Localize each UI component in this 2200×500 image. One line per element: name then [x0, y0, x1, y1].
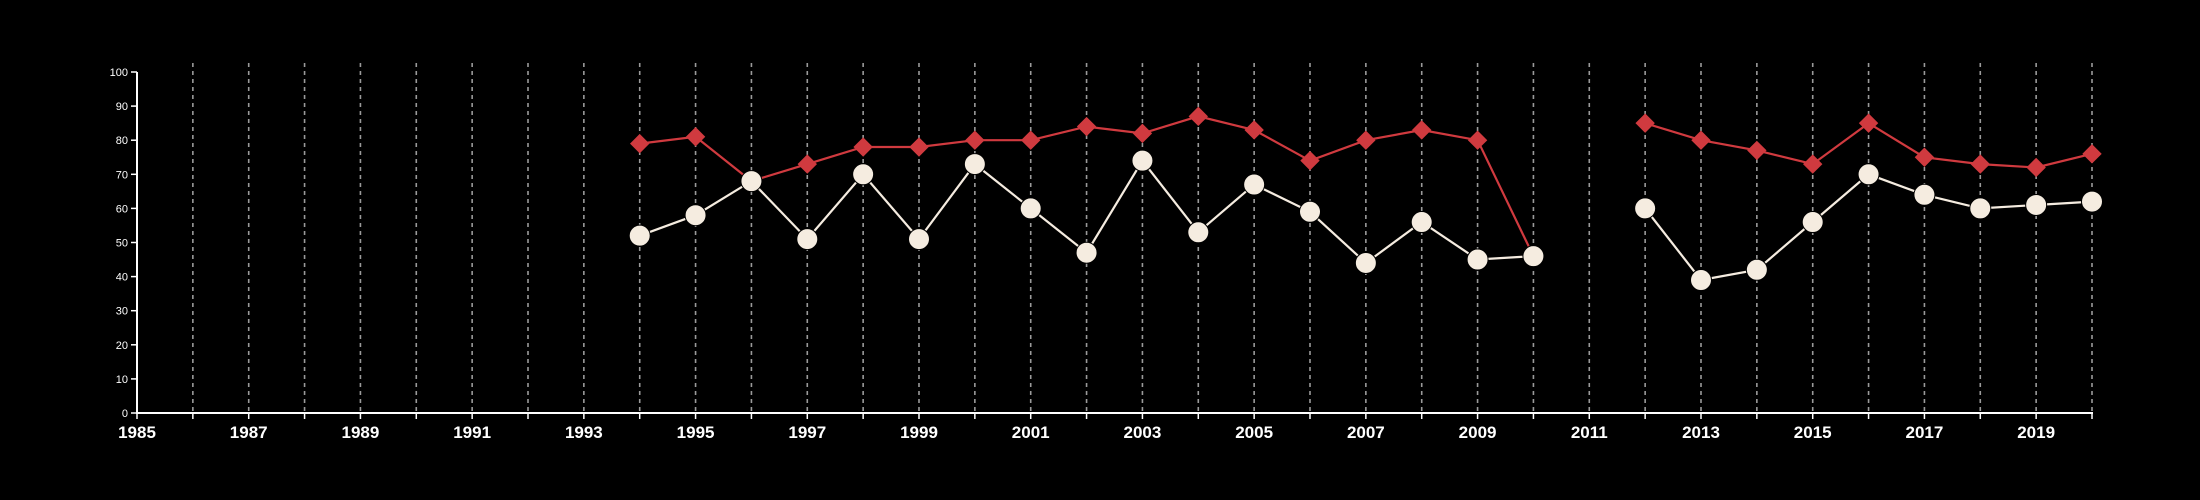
y-tick-label: 20	[116, 340, 128, 352]
data-point	[965, 130, 985, 150]
data-point	[685, 127, 706, 147]
y-tick-label: 30	[116, 306, 128, 318]
x-tick-label: 1989	[342, 423, 380, 442]
series-1	[630, 106, 2102, 266]
x-tick-label: 1993	[565, 423, 603, 442]
data-point	[2025, 193, 2048, 216]
data-point	[963, 153, 986, 176]
x-tick-label: 2001	[1012, 423, 1050, 442]
x-tick-label: 1999	[900, 423, 938, 442]
data-point	[1690, 269, 1712, 292]
data-point	[909, 137, 929, 157]
x-tick-label: 1997	[788, 423, 826, 442]
x-tick-label: 2003	[1124, 423, 1162, 442]
series-2	[628, 149, 2103, 292]
data-point	[1356, 130, 1376, 150]
x-tick-label: 2009	[1459, 423, 1497, 442]
grid	[192, 63, 2093, 413]
x-tick-label: 2017	[1906, 423, 1944, 442]
data-point	[630, 133, 650, 154]
x-tick-label: 2011	[1571, 423, 1608, 442]
x-tick-label: 1991	[453, 423, 491, 442]
x-tick-label: 2015	[1794, 423, 1832, 442]
data-point	[1075, 241, 1098, 264]
data-point	[1354, 251, 1377, 274]
data-point	[1747, 140, 1767, 161]
x-tick-label: 2005	[1235, 423, 1273, 442]
y-tick-label: 50	[116, 238, 128, 250]
data-point	[1522, 245, 1545, 268]
data-point	[1244, 120, 1264, 140]
data-point	[1745, 258, 1768, 281]
data-point	[1131, 149, 1154, 172]
data-point	[1466, 248, 1489, 271]
data-point	[1019, 197, 1042, 220]
data-point	[1021, 130, 1041, 150]
data-point	[1801, 211, 1824, 234]
data-point	[908, 228, 930, 251]
data-point	[1858, 113, 1879, 133]
y-tick-label: 60	[116, 203, 128, 215]
data-point	[1857, 163, 1880, 186]
y-tick-label: 10	[116, 374, 128, 386]
data-point	[1969, 197, 1992, 220]
data-point	[1243, 173, 1266, 196]
data-point	[1634, 197, 1657, 220]
data-point	[1913, 183, 1936, 206]
y-tick-label: 40	[116, 272, 128, 284]
data-point	[1803, 154, 1823, 174]
y-tick-label: 90	[116, 101, 128, 113]
data-point	[1299, 200, 1321, 223]
data-point	[1188, 106, 1208, 127]
data-point	[684, 204, 707, 227]
x-tick-label: 2019	[2017, 423, 2055, 442]
x-tick-label: 1985	[118, 423, 156, 442]
data-point	[2026, 157, 2046, 178]
x-tick-label: 1995	[677, 423, 715, 442]
data-point	[628, 224, 651, 247]
data-point	[797, 154, 817, 174]
data-point	[1914, 147, 1935, 167]
y-tick-label: 0	[122, 408, 128, 420]
x-tick-label: 1987	[230, 423, 268, 442]
x-tick-label: 2007	[1347, 423, 1385, 442]
data-point	[852, 163, 875, 186]
axes: 0 10 20 30 40 50 60 70 80 90 100 1985 1987 1989 1991 19…	[110, 67, 2093, 442]
data-point	[1691, 130, 1711, 150]
x-tick-label: 2013	[1682, 423, 1720, 442]
data-point	[2081, 190, 2103, 213]
data-point	[1635, 113, 1655, 133]
data-point	[1187, 221, 1210, 244]
data-point	[1412, 120, 1432, 140]
data-point	[853, 137, 873, 157]
data-point	[1132, 123, 1153, 144]
y-tick-label: 100	[110, 67, 128, 79]
data-point	[1410, 211, 1433, 234]
data-point	[1300, 150, 1320, 171]
data-point	[2082, 144, 2102, 164]
data-point	[796, 228, 819, 251]
series	[628, 106, 2103, 292]
data-point	[1467, 130, 1488, 150]
y-tick-label: 70	[116, 169, 128, 181]
data-point	[1970, 154, 1990, 174]
data-point	[1076, 116, 1097, 137]
data-point	[740, 170, 763, 193]
y-tick-label: 80	[116, 135, 128, 147]
